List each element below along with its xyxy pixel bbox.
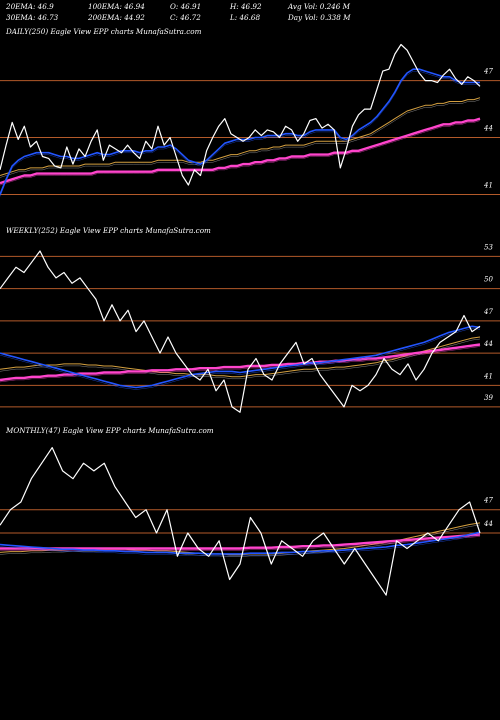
- weekly-level-label-50: 50: [484, 276, 493, 284]
- daily-ema-long-shadow-line: [0, 120, 481, 186]
- weekly-panel-label: WEEKLY(252) Eagle View EPP charts Munafa…: [6, 226, 211, 235]
- header-30ema: 30EMA: 46.73: [6, 13, 59, 22]
- header-20ema: 20EMA: 46.9: [6, 2, 54, 11]
- weekly-level-label-41: 41: [483, 372, 493, 380]
- daily-level-label-44: 44: [483, 125, 493, 133]
- weekly-level-label-39: 39: [484, 394, 493, 402]
- header-low: L: 46.68: [230, 13, 261, 22]
- daily-ema-mid-line: [0, 97, 481, 176]
- daily-ema-short-shadow-line: [0, 70, 480, 197]
- daily-level-label-41: 41: [483, 182, 493, 190]
- header-close: C: 46.72: [170, 13, 201, 22]
- monthly-chart: 47 44: [0, 447, 500, 596]
- daily-ema-mid-shadow-line: [0, 99, 481, 178]
- monthly-ema-long-line: [0, 533, 481, 550]
- header-200ema: 200EMA: 44.92: [88, 13, 145, 22]
- monthly-panel-label: MONTHLY(47) Eagle View EPP charts Munafa…: [6, 426, 214, 435]
- weekly-ema-short-line: [0, 325, 481, 389]
- weekly-ema-mid-line: [0, 336, 481, 378]
- monthly-ema-short-shadow-line: [0, 533, 481, 557]
- daily-ema-long-line: [0, 117, 481, 185]
- monthly-ema-mid-shadow-line: [0, 524, 481, 557]
- header-day-vol: Day Vol: 0.338 M: [288, 13, 351, 22]
- weekly-ema-short-shadow-line: [0, 328, 481, 390]
- weekly-chart: 53 50 47 44 41 39: [0, 243, 500, 413]
- header-avg-vol: Avg Vol: 0.246 M: [288, 2, 350, 11]
- weekly-level-label-53: 53: [484, 243, 493, 251]
- monthly-level-label-47: 47: [483, 497, 493, 505]
- weekly-price-line: [0, 250, 481, 413]
- weekly-level-label-47: 47: [483, 308, 493, 316]
- daily-price-line: [0, 43, 481, 186]
- weekly-ema-long-line: [0, 343, 481, 382]
- weekly-level-label-44: 44: [483, 340, 493, 348]
- monthly-level-label-44: 44: [483, 520, 493, 528]
- daily-chart: 47 44 41: [0, 43, 500, 197]
- weekly-ema-long-shadow-line: [0, 346, 481, 383]
- header-open: O: 46.91: [170, 2, 202, 11]
- daily-level-label-47: 47: [483, 68, 493, 76]
- monthly-price-line: [0, 447, 481, 596]
- weekly-ema-mid-shadow-line: [0, 338, 481, 380]
- daily-panel-label: DAILY(250) Eagle View EPP charts MunafaS…: [6, 27, 202, 36]
- monthly-ema-short-line: [0, 531, 481, 555]
- header-100ema: 100EMA: 46.94: [88, 2, 145, 11]
- header-high: H: 46.92: [230, 2, 262, 11]
